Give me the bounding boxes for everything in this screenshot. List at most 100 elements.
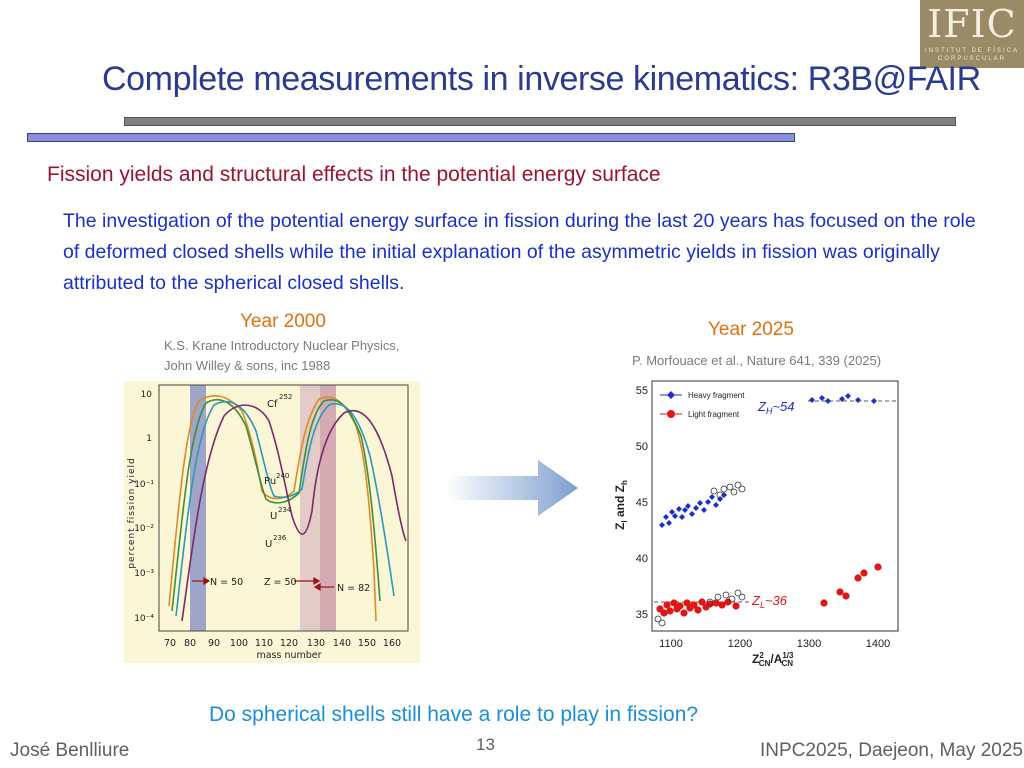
plot-frame	[158, 384, 409, 632]
curve-label-pu-mass: 240	[276, 472, 289, 480]
heavy-fragment-point	[659, 522, 665, 528]
left-year-label: Year 2000	[240, 311, 326, 332]
x-tick: 160	[383, 638, 401, 649]
fission-yield-figure: 10 1 10⁻¹ 10⁻² 10⁻³ 10⁻⁴ 70 80 90 100 11…	[124, 381, 420, 663]
zl-annotation: ZL~36	[751, 593, 788, 610]
open-marker-point	[726, 483, 734, 491]
zh-annotation: ZH~54	[757, 399, 795, 416]
open-marker-point	[658, 619, 666, 627]
curve-label-u234-mass: 234	[278, 506, 292, 514]
light-fragment-point	[712, 599, 720, 607]
heavy-fragment-point	[871, 398, 877, 404]
light-fragment-point	[836, 588, 844, 596]
light-fragment-point	[670, 599, 678, 607]
light-fragment-point	[874, 563, 882, 571]
x-tick: 1300	[797, 638, 821, 650]
y-tick: 45	[636, 497, 648, 509]
light-fragment-point	[660, 609, 668, 617]
heavy-fragment-point	[705, 499, 711, 505]
heavy-fragment-points	[659, 393, 877, 528]
heavy-fragment-point	[709, 494, 715, 500]
open-marker-point	[738, 485, 746, 493]
left-citation-line2: John Willey & sons, inc 1988	[164, 358, 331, 373]
y-tick: 10⁻⁴	[134, 614, 154, 624]
section-heading: Fission yields and structural effects in…	[47, 163, 661, 186]
y-tick: 1	[146, 434, 152, 444]
legend-light-marker	[667, 410, 675, 418]
light-fragment-point	[666, 607, 674, 615]
heavy-fragment-point	[685, 503, 691, 509]
charge-split-figure: 55 50 45 40 35 1100 1200 1300 1400 Zl an…	[612, 377, 908, 668]
heavy-fragment-point	[825, 398, 831, 404]
fission-yield-plot: 10 1 10⁻¹ 10⁻² 10⁻³ 10⁻⁴ 70 80 90 100 11…	[127, 384, 409, 661]
ific-logo: IFIC INSTITUT DE FÍSICA CORPUSCULAR	[920, 0, 1024, 68]
x-tick: 80	[184, 638, 196, 649]
title-divider-blue	[27, 133, 795, 142]
y-tick: 10	[141, 390, 153, 400]
light-fragment-point	[663, 601, 671, 609]
legend-heavy-label: Heavy fragment	[688, 391, 745, 400]
band-n82	[320, 385, 336, 631]
logo-text: IFIC	[927, 2, 1017, 46]
x-tick: 150	[358, 638, 376, 649]
y-tick: 10⁻³	[134, 569, 154, 579]
annotation-z50: Z = 50	[264, 577, 297, 588]
open-marker-point	[710, 487, 718, 495]
heavy-fragment-point	[663, 514, 669, 520]
open-marker-point	[734, 589, 742, 597]
open-marker-point	[716, 491, 724, 499]
heavy-fragment-point	[855, 397, 861, 403]
x-tick: 120	[280, 638, 298, 649]
x-tick: 1200	[728, 638, 752, 650]
open-marker-points	[654, 481, 746, 627]
heavy-fragment-point	[701, 507, 707, 513]
y-tick: 10⁻²	[134, 524, 154, 534]
slide-title: Complete measurements in inverse kinemat…	[102, 60, 981, 98]
heavy-fragment-point	[713, 502, 719, 508]
heavy-fragment-point	[666, 520, 672, 526]
heavy-fragment-point	[672, 513, 678, 519]
closing-question: Do spherical shells still have a role to…	[209, 703, 699, 726]
n82-arrowhead	[313, 582, 321, 592]
legend-light-label: Light fragment	[688, 410, 740, 419]
footer-author: José Benlliure	[10, 740, 130, 761]
title-divider-gray	[124, 117, 956, 126]
x-tick: 140	[333, 638, 351, 649]
heavy-fragment-point	[819, 395, 825, 401]
legend-heavy-marker	[667, 391, 675, 399]
curve-label-cf: Cf	[267, 399, 278, 410]
light-fragment-points	[656, 563, 882, 617]
curve-u234	[171, 398, 381, 612]
x-tick: 110	[255, 638, 273, 649]
curve-label-u236-mass: 236	[273, 534, 287, 542]
right-citation: P. Morfouace et al., Nature 641, 339 (20…	[632, 353, 882, 368]
heavy-fragment-point	[689, 511, 695, 517]
curve-pu240	[175, 400, 395, 617]
open-marker-point	[720, 485, 728, 493]
light-fragment-point	[680, 609, 688, 617]
heavy-fragment-point	[693, 505, 699, 511]
light-fragment-point	[732, 602, 740, 610]
light-fragment-point	[676, 602, 684, 610]
logo-subtext: INSTITUT DE FÍSICA CORPUSCULAR	[925, 48, 1019, 62]
annotation-n50: N = 50	[210, 577, 243, 588]
arrow-right-icon	[446, 460, 578, 516]
y-tick: 50	[636, 441, 648, 453]
right-year-label: Year 2025	[708, 319, 794, 340]
y-tick: 40	[636, 553, 648, 565]
open-marker-point	[728, 595, 736, 603]
heavy-fragment-point	[682, 507, 688, 513]
x-axis-label: Z2 CN/A1/3 CN	[752, 651, 794, 667]
light-fragment-point	[854, 574, 862, 582]
light-fragment-point	[698, 598, 706, 606]
light-fragment-point	[694, 606, 702, 614]
heavy-fragment-point	[669, 509, 675, 515]
annotation-n82: N = 82	[337, 583, 370, 594]
left-citation-line1: K.S. Krane Introductory Nuclear Physics,	[164, 338, 400, 353]
legend: Heavy fragment Light fragment	[660, 391, 745, 419]
open-marker-point	[734, 481, 742, 489]
open-marker-point	[730, 488, 738, 496]
page-number: 13	[476, 735, 495, 754]
heavy-fragment-point	[697, 500, 703, 506]
curve-label-u234: U	[270, 511, 277, 522]
